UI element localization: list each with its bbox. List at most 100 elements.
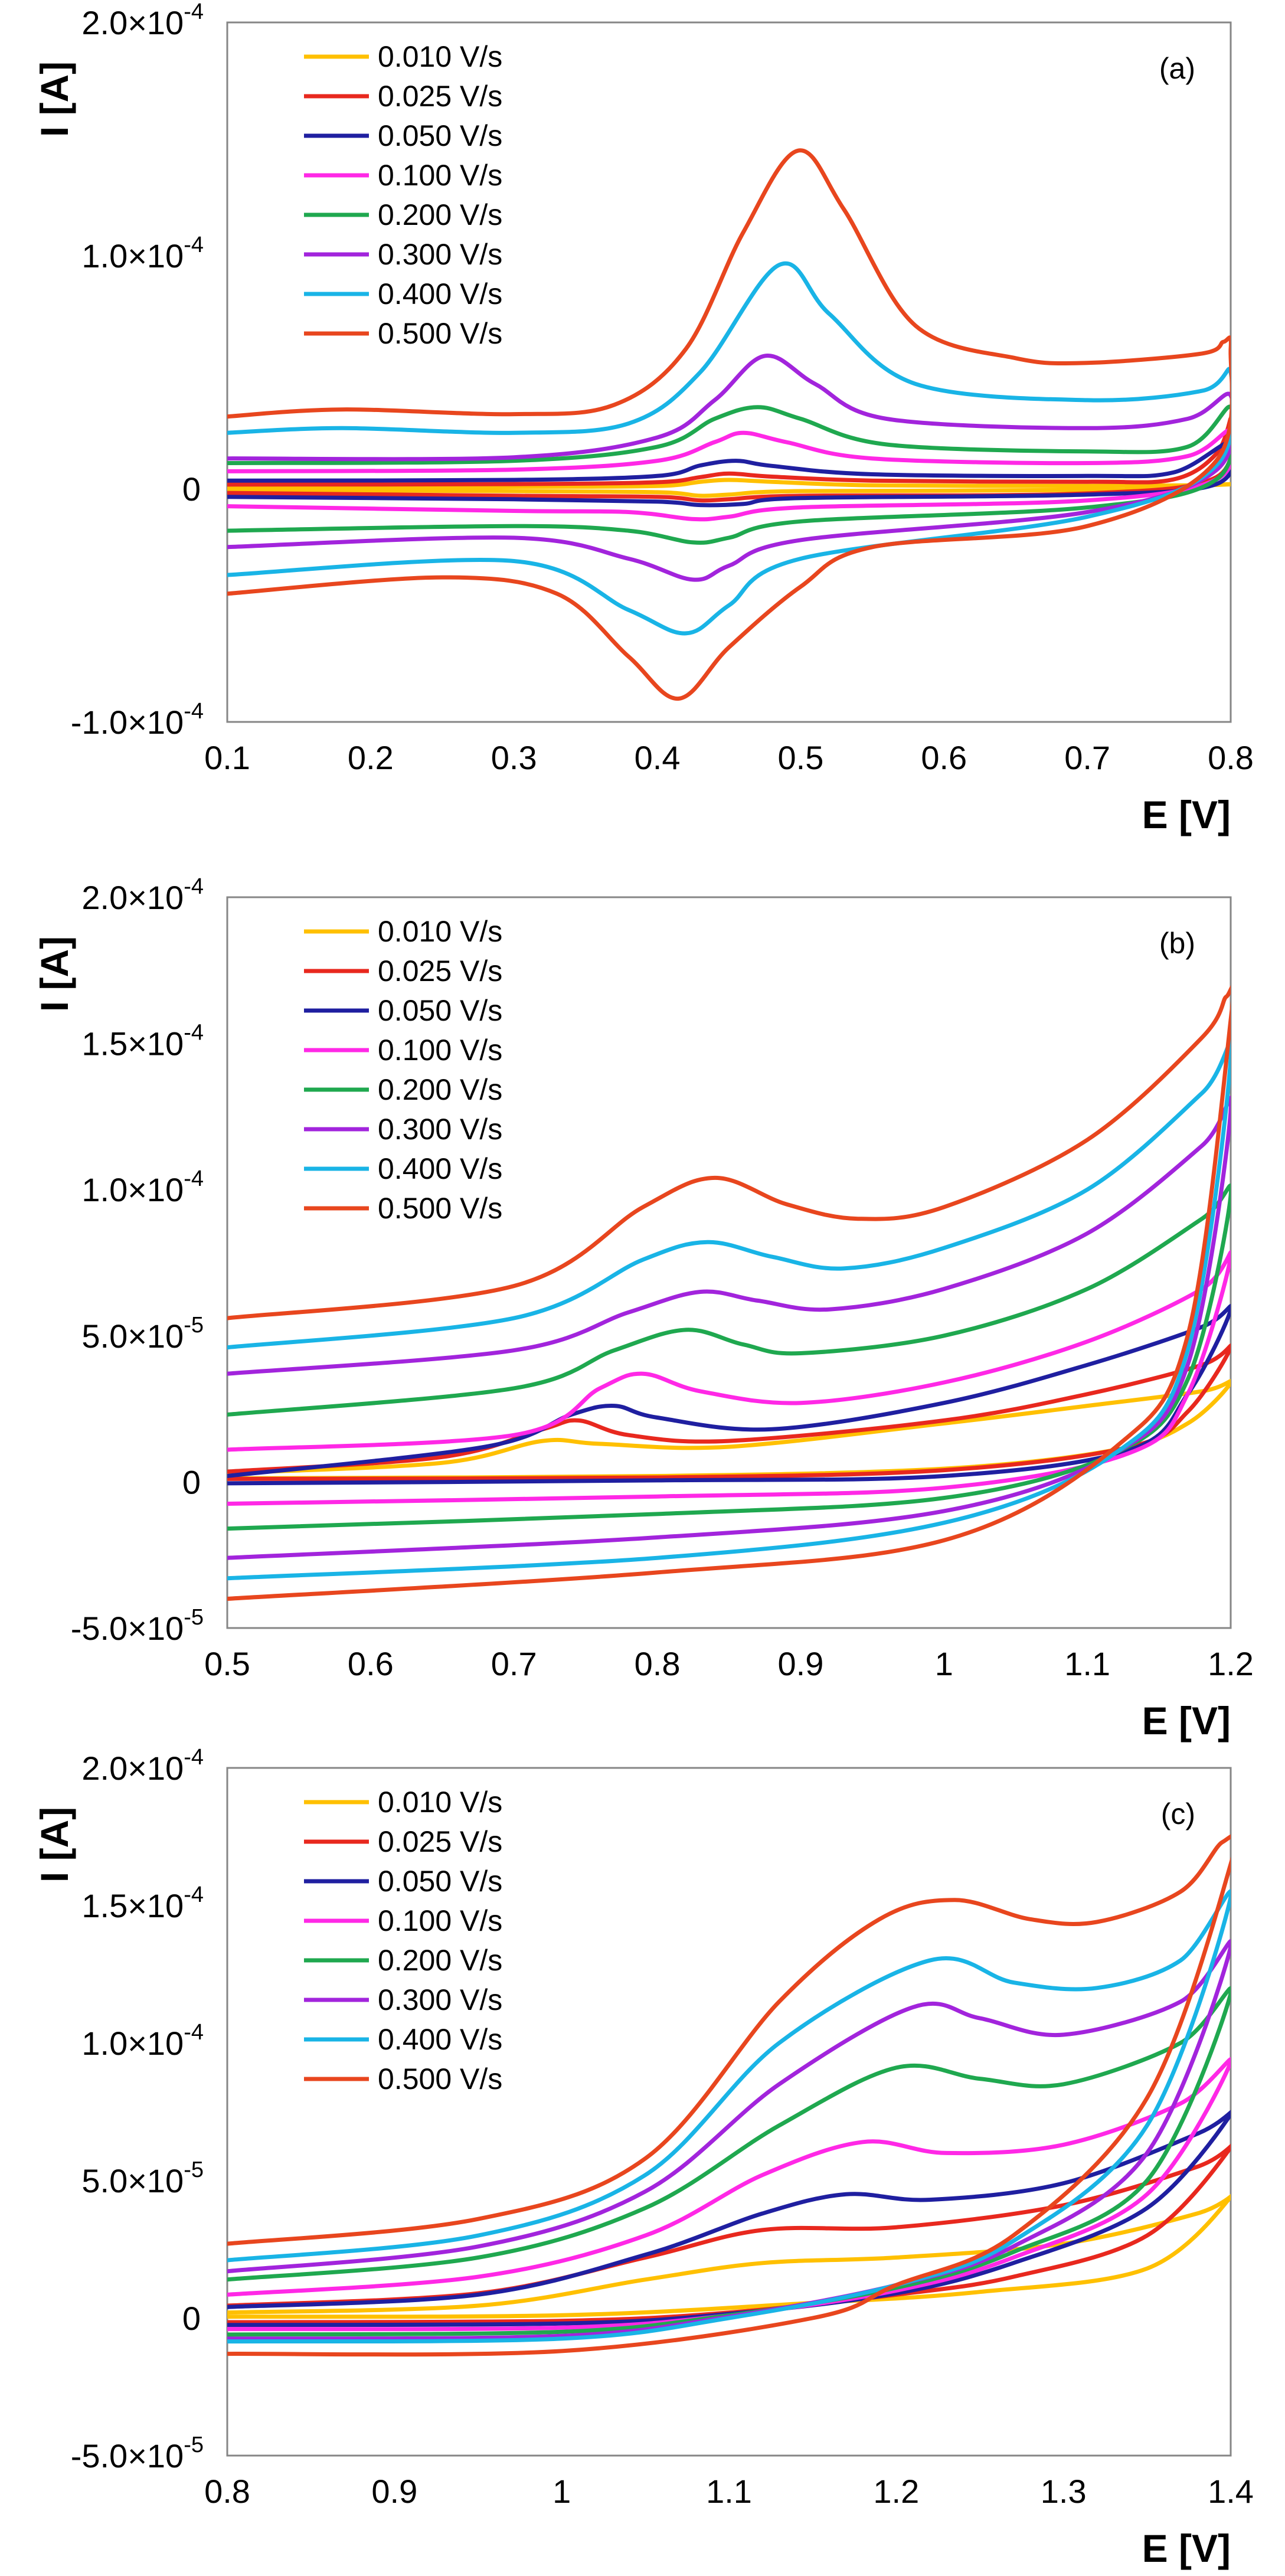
x-tick-label: 0.4 [635, 739, 681, 776]
legend-entry: 0.025 V/s [378, 80, 502, 113]
y-tick-mantissa: 5.0×10 [81, 2162, 184, 2199]
y-axis-title: I [A] [32, 936, 76, 1012]
x-tick-label: 1 [552, 2473, 571, 2510]
x-tick-label: 0.6 [921, 739, 967, 776]
x-tick-label: 0.9 [777, 1645, 823, 1682]
y-axis-title: I [A] [32, 61, 76, 137]
y-tick-label: 0 [182, 2300, 201, 2337]
y-tick-label: 1.0×10-4 [81, 233, 204, 274]
y-tick-label: 2.0×10-4 [81, 1745, 204, 1787]
y-tick-mantissa: 2.0×10 [81, 4, 184, 41]
legend-entry: 0.100 V/s [378, 1034, 502, 1067]
y-tick-label: 0 [182, 470, 201, 508]
panel-label: (c) [1161, 1797, 1195, 1830]
series-line-5 [227, 1096, 1231, 1560]
x-tick-label: 0.5 [204, 1645, 250, 1682]
y-tick-exponent: -4 [184, 0, 204, 24]
x-axis-title: E [V] [1142, 2526, 1231, 2570]
legend: 0.010 V/s 0.025 V/s 0.050 V/s 0.100 V/s 0.20… [304, 1786, 502, 2096]
y-tick-label: 5.0×10-5 [81, 1313, 204, 1355]
y-tick-exponent: -4 [184, 1166, 204, 1191]
legend: 0.010 V/s 0.025 V/s 0.050 V/s 0.100 V/s 0.20… [304, 40, 502, 350]
y-tick-exponent: -5 [184, 2157, 204, 2182]
y-tick-exponent: -4 [184, 1745, 204, 1770]
y-axis-title: I [A] [32, 1807, 76, 1882]
y-tick-mantissa: 5.0×10 [81, 1318, 184, 1355]
panel-label: (b) [1159, 927, 1195, 960]
series-group [227, 148, 1231, 701]
series-line-6 [227, 1040, 1231, 1581]
y-tick-label: 1.0×10-4 [81, 2020, 204, 2062]
y-tick-exponent: -4 [184, 2020, 204, 2045]
legend-entry: 0.400 V/s [378, 277, 502, 310]
legend-entry: 0.050 V/s [378, 994, 502, 1027]
series-group [227, 1834, 1231, 2357]
x-axis-title: E [V] [1142, 1699, 1231, 1743]
chart-panel-a: 0.1 0.2 0.3 0.4 0.5 0.6 0.7 0.8-1.0×10-401.0×10… [32, 0, 1254, 836]
y-tick-mantissa: -5.0×10 [71, 1610, 184, 1647]
series-line-2 [227, 2110, 1231, 2327]
legend-entry: 0.200 V/s [378, 1944, 502, 1977]
y-tick-label: 2.0×10-4 [81, 874, 204, 916]
legend-entry: 0.025 V/s [378, 954, 502, 988]
x-tick-label: 0.6 [348, 1645, 394, 1682]
legend-entry: 0.050 V/s [378, 119, 502, 152]
series-line-6 [227, 1889, 1231, 2344]
y-tick-label: -1.0×10-4 [71, 699, 204, 741]
series-line-1 [227, 1343, 1231, 1481]
x-tick-label: 1.2 [873, 2473, 919, 2510]
x-tick-label: 0.8 [635, 1645, 681, 1682]
x-tick-label: 0.9 [371, 2473, 417, 2510]
legend-entry: 0.010 V/s [378, 1786, 502, 1819]
legend-entry: 0.400 V/s [378, 2023, 502, 2056]
legend-entry: 0.100 V/s [378, 159, 502, 192]
series-line-2 [227, 1304, 1231, 1486]
y-tick-label: -5.0×10-5 [71, 2433, 204, 2474]
y-tick-exponent: -4 [184, 1882, 204, 1907]
y-tick-mantissa: 1.0×10 [81, 2025, 184, 2062]
legend-entry: 0.100 V/s [378, 1904, 502, 1937]
y-tick-label: 0 [182, 1463, 201, 1501]
x-tick-label: 0.5 [777, 739, 823, 776]
legend-entry: 0.010 V/s [378, 915, 502, 948]
legend-entry: 0.200 V/s [378, 1073, 502, 1106]
x-tick-label: 0.7 [1064, 739, 1110, 776]
series-line-4 [227, 1184, 1231, 1531]
chart-panel-b: 0.5 0.6 0.7 0.8 0.9 1 1.1 1.2-5.0×10-505.0×10-5… [32, 874, 1254, 1743]
series-line-5 [227, 354, 1231, 582]
series-line-7 [227, 1834, 1231, 2357]
series-line-3 [227, 428, 1231, 522]
legend-entry: 0.300 V/s [378, 238, 502, 271]
legend-entry: 0.200 V/s [378, 198, 502, 231]
x-tick-label: 0.8 [1208, 739, 1254, 776]
x-tick-label: 1 [935, 1645, 953, 1682]
y-tick-label: 1.5×10-4 [81, 1021, 204, 1063]
legend-entry: 0.500 V/s [378, 1192, 502, 1225]
legend: 0.010 V/s 0.025 V/s 0.050 V/s 0.100 V/s 0.20… [304, 915, 502, 1225]
y-tick-exponent: -4 [184, 233, 204, 257]
legend-entry: 0.400 V/s [378, 1152, 502, 1185]
legend-entry: 0.010 V/s [378, 40, 502, 73]
x-tick-label: 1.1 [1064, 1645, 1110, 1682]
series-line-7 [227, 148, 1231, 701]
y-tick-mantissa: 1.0×10 [81, 237, 184, 274]
x-tick-label: 1.3 [1041, 2473, 1087, 2510]
y-tick-exponent: -5 [184, 1605, 204, 1630]
y-tick-label: 5.0×10-5 [81, 2157, 204, 2199]
legend-entry: 0.050 V/s [378, 1865, 502, 1898]
y-tick-mantissa: -1.0×10 [71, 704, 184, 741]
x-tick-label: 0.8 [204, 2473, 250, 2510]
y-tick-exponent: -5 [184, 2433, 204, 2457]
legend-entry: 0.300 V/s [378, 1113, 502, 1146]
y-tick-label: -5.0×10-5 [71, 1605, 204, 1647]
x-tick-label: 1.1 [706, 2473, 752, 2510]
y-tick-label: 1.0×10-4 [81, 1166, 204, 1208]
y-tick-mantissa: 1.0×10 [81, 1171, 184, 1208]
y-tick-mantissa: -5.0×10 [71, 2437, 184, 2474]
y-tick-mantissa: 1.5×10 [81, 1887, 184, 1924]
legend-entry: 0.500 V/s [378, 2062, 502, 2096]
panel-label: (a) [1159, 52, 1195, 85]
legend-entry: 0.500 V/s [378, 317, 502, 350]
legend-entry: 0.300 V/s [378, 1983, 502, 2016]
